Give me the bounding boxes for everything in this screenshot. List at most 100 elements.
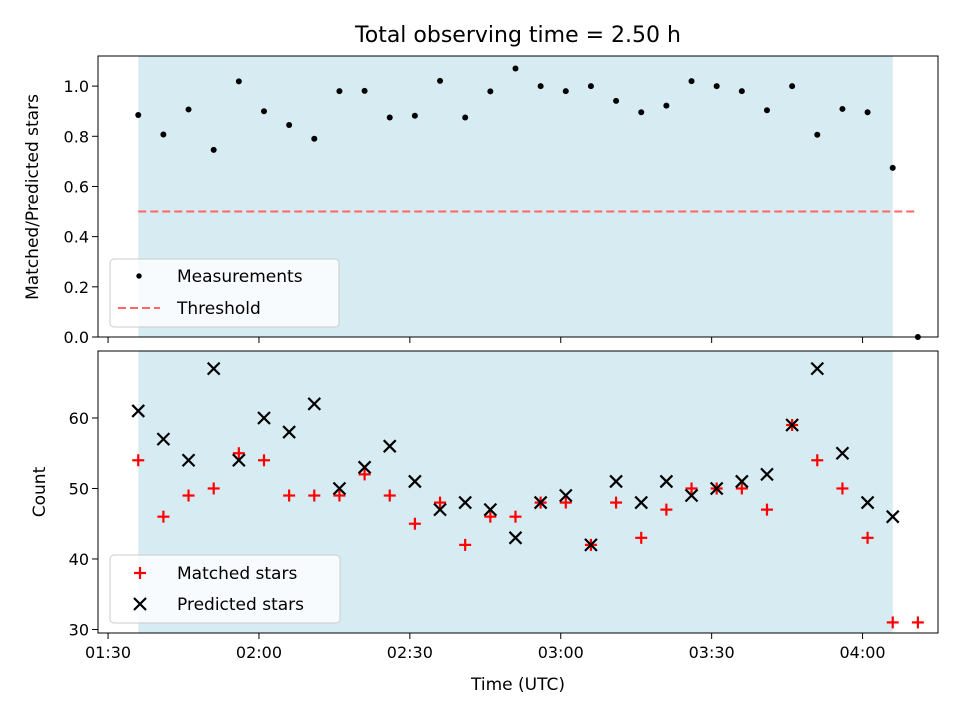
matched-stars-point xyxy=(886,616,899,629)
matched-stars-point xyxy=(861,531,874,544)
measurements-point xyxy=(512,65,519,72)
ratio-legend: Measurements Threshold xyxy=(109,258,340,328)
legend-matched-marker xyxy=(134,567,146,579)
matched-stars-point xyxy=(257,454,270,467)
predicted-stars-point xyxy=(760,467,774,482)
measurements-point xyxy=(839,105,846,112)
count-x-tick-label: 04:00 xyxy=(839,643,885,662)
measurements-point xyxy=(411,112,418,119)
predicted-stars-point xyxy=(483,502,498,517)
count-plot-frame xyxy=(97,350,939,634)
matched-stars-point xyxy=(735,482,748,495)
predicted-stars-point xyxy=(408,474,422,489)
count-x-tick-label: 02:00 xyxy=(236,643,282,662)
predicted-stars-point xyxy=(508,531,523,545)
matched-stars-point xyxy=(434,496,447,509)
matched-stars-point xyxy=(232,447,245,460)
predicted-stars-point xyxy=(332,481,347,496)
predicted-stars-point xyxy=(659,474,674,489)
predicted-stars-point xyxy=(634,495,649,510)
measurements-point xyxy=(638,109,645,116)
measurements-point xyxy=(713,83,720,90)
predicted-stars-point xyxy=(810,361,825,376)
matched-stars-point xyxy=(358,468,371,481)
predicted-stars-point xyxy=(609,474,623,489)
matched-stars-point xyxy=(308,489,321,502)
predicted-stars-point xyxy=(433,502,447,517)
ratio-panel: 0.0 0.2 0.4 0.6 0.8 1.0 Matched/Predicted sta… xyxy=(23,55,939,347)
predicted-stars-point xyxy=(885,509,900,524)
count-y-axis-label: Count xyxy=(30,466,50,517)
count-y-tick-label: 30 xyxy=(69,620,89,639)
predicted-stars-point xyxy=(206,361,221,376)
measurements-point xyxy=(864,109,871,116)
measurements-point xyxy=(814,131,821,138)
measurements-point xyxy=(562,88,569,95)
legend-measurements-label: Measurements xyxy=(177,267,303,287)
ratio-y-axis-label: Matched/Predicted stars xyxy=(23,94,43,300)
count-y-tick-label: 60 xyxy=(69,409,89,428)
predicted-stars-point xyxy=(559,488,573,503)
matched-stars-point xyxy=(182,489,195,502)
count-x-tick-label: 01:30 xyxy=(85,643,131,662)
measurements-point xyxy=(663,102,670,109)
matched-stars-point xyxy=(207,482,220,495)
measurements-point xyxy=(613,97,620,104)
matched-stars-point xyxy=(760,503,773,516)
predicted-stars-point xyxy=(533,495,548,510)
predicted-stars-point xyxy=(156,432,171,446)
measurements-point xyxy=(361,87,368,94)
predicted-stars-point xyxy=(584,538,598,552)
predicted-stars-point xyxy=(382,439,397,453)
predicted-stars-point xyxy=(684,488,699,503)
measurements-point xyxy=(160,131,167,138)
ratio-y-tick-label: 0.0 xyxy=(64,328,89,347)
matched-stars-point xyxy=(509,510,522,523)
predicted-stars-point xyxy=(357,460,372,475)
ratio-y-tick-label: 1.0 xyxy=(64,77,89,96)
matched-stars-point xyxy=(635,531,648,544)
count-y-tick-label: 40 xyxy=(69,550,89,569)
legend-measurements-marker xyxy=(136,273,142,279)
predicted-stars-point xyxy=(735,474,749,489)
predicted-stars-point xyxy=(282,425,296,439)
matched-stars-point xyxy=(283,489,296,502)
measurements-point xyxy=(386,114,393,121)
predicted-stars-point xyxy=(785,418,799,432)
measurements-point xyxy=(537,83,544,90)
count-y-tick-label: 50 xyxy=(69,479,89,498)
ratio-y-tick-label: 0.8 xyxy=(64,127,89,146)
matched-stars-point xyxy=(685,482,698,495)
predicted-stars-point xyxy=(860,495,875,510)
measurements-point xyxy=(311,135,318,142)
measurements-point xyxy=(789,83,796,90)
matched-stars-point xyxy=(811,454,824,467)
matched-stars-point xyxy=(836,482,849,495)
predicted-stars-point xyxy=(307,397,322,411)
ratio-plot-frame xyxy=(97,55,939,338)
legend-threshold-label: Threshold xyxy=(176,299,261,319)
measurements-point xyxy=(763,107,770,114)
measurements-point xyxy=(336,88,343,95)
measurements-point xyxy=(889,164,896,171)
predicted-stars-point xyxy=(181,453,196,468)
ratio-y-tick-label: 0.6 xyxy=(64,177,89,196)
measurements-point xyxy=(210,146,217,153)
matched-stars-point xyxy=(383,489,396,502)
predicted-stars-point xyxy=(257,411,271,425)
count-x-tick-label: 03:30 xyxy=(689,643,735,662)
predicted-stars-point xyxy=(232,453,246,468)
chart-title: Total observing time = 2.50 h xyxy=(354,23,681,48)
matched-stars-point xyxy=(157,510,170,523)
measurements-point xyxy=(185,106,192,113)
legend-predicted-marker xyxy=(133,597,147,611)
measurements-point xyxy=(286,121,293,128)
count-legend: Matched stars Predicted stars xyxy=(109,554,341,624)
measurements-point xyxy=(260,108,267,115)
predicted-stars-point xyxy=(131,404,146,418)
legend-matched-label: Matched stars xyxy=(177,564,297,584)
predicted-stars-point xyxy=(709,481,724,496)
measurements-point xyxy=(487,88,494,95)
